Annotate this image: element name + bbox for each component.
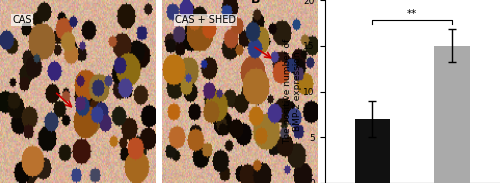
Text: CAS: CAS [12,15,32,25]
Y-axis label: The positive number of
BMP-2 expression: The positive number of BMP-2 expression [282,39,302,144]
Text: **: ** [407,9,418,19]
Text: B: B [251,0,260,6]
Text: CAS + SHED: CAS + SHED [175,15,236,25]
Bar [354,119,390,183]
Bar [434,46,470,183]
